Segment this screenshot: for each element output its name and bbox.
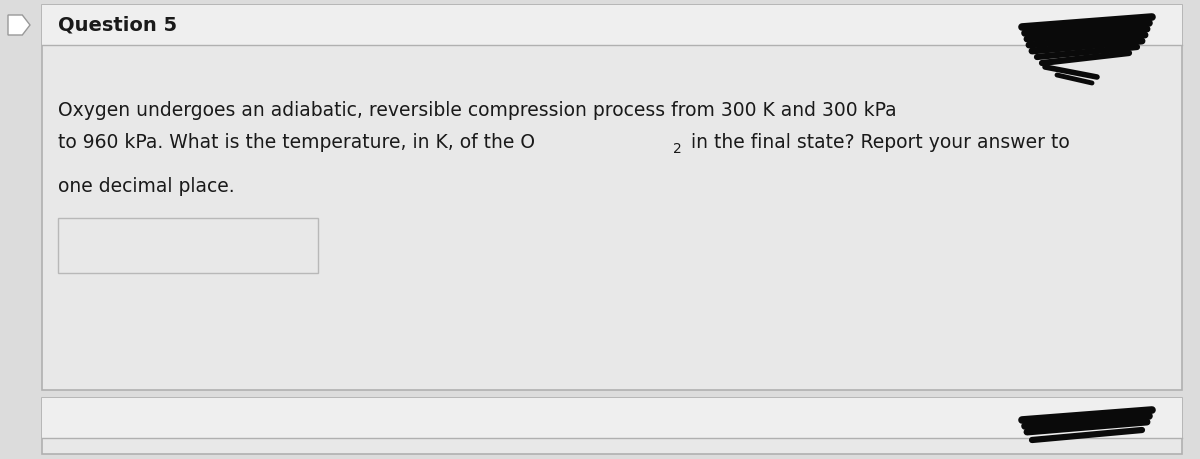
Polygon shape [8, 15, 30, 35]
Bar [42, 5, 1182, 390]
Text: 2: 2 [673, 142, 683, 156]
Bar [42, 398, 1182, 454]
Bar [42, 398, 1182, 438]
Bar [58, 218, 318, 273]
Text: in the final state? Report your answer to: in the final state? Report your answer t… [685, 133, 1069, 152]
Text: one decimal place.: one decimal place. [58, 177, 235, 196]
Text: Oxygen undergoes an adiabatic, reversible compression process from 300 K and 300: Oxygen undergoes an adiabatic, reversibl… [58, 101, 896, 119]
Bar [42, 5, 1182, 45]
Text: Question 5: Question 5 [58, 16, 178, 34]
Text: to 960 kPa. What is the temperature, in K, of the O: to 960 kPa. What is the temperature, in … [58, 133, 535, 152]
